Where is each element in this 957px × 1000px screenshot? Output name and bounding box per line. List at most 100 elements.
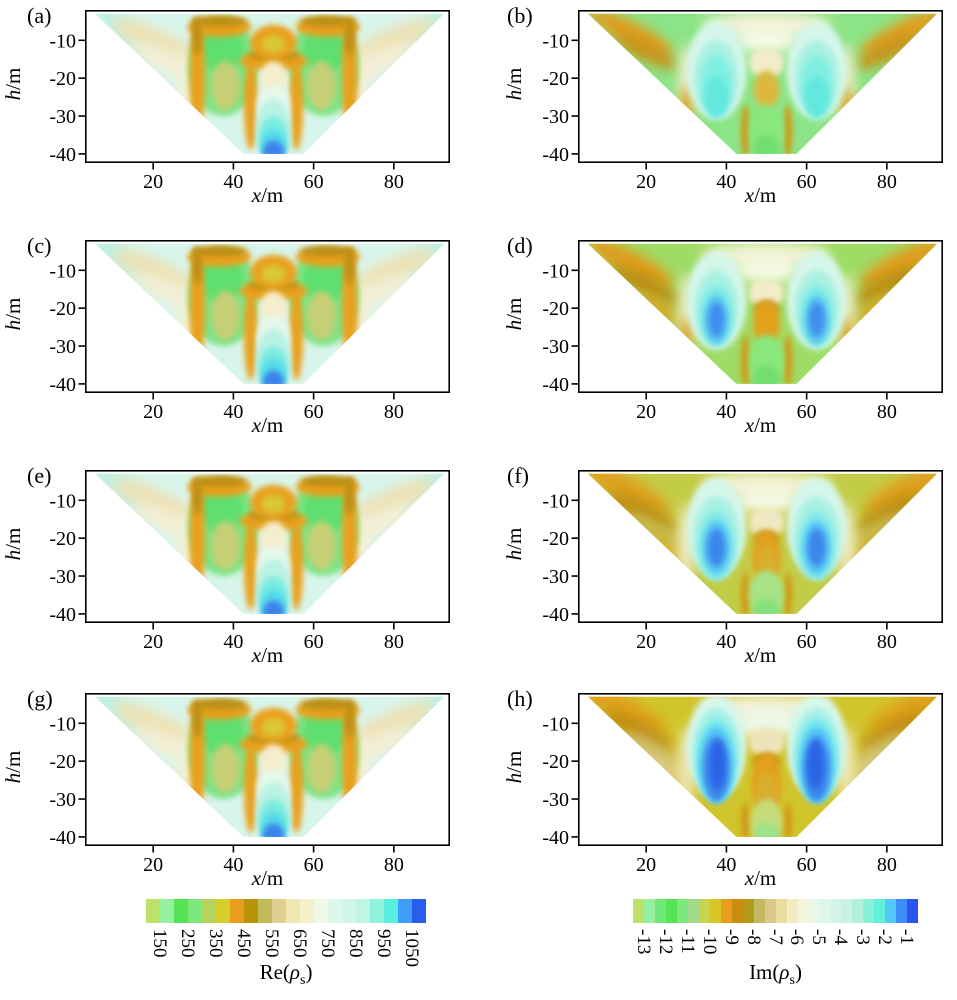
y-tick-label: -10 — [542, 260, 569, 282]
x-axis-variable: x — [744, 866, 755, 890]
colorbar-tick-label: 150 — [149, 929, 170, 958]
y-axis-label: h/m — [502, 527, 526, 561]
y-tick-label: -20 — [542, 68, 569, 90]
colorbar-segment — [300, 899, 314, 923]
colorbar-tick-label: -6 — [786, 929, 808, 945]
x-tick-label: 80 — [877, 631, 897, 653]
x-axis-variable: x — [744, 413, 755, 437]
colorbar-segment — [885, 899, 897, 923]
y-axis-label: h/m — [1, 67, 25, 101]
contour-plot-h: 20 40 60 80 -10 -20 -30 -40 — [542, 693, 943, 876]
x-tick-label: 40 — [716, 631, 736, 653]
colorbar-tick-label: -9 — [720, 929, 742, 945]
contour-plot-b: 20 40 60 80 -10 -20 -30 -40 — [542, 10, 943, 193]
colorbar-im-swatches — [633, 899, 919, 923]
y-tick-label: -10 — [49, 260, 76, 282]
colorbar-segment — [830, 899, 842, 923]
y-axis-variable: h — [1, 319, 25, 331]
panel-letter-h: (h) — [507, 686, 533, 711]
colorbar-re: Re(ρs) 150 250 350 450 550 650 750 850 950 1050 — [146, 899, 426, 1000]
colorbar-segment — [328, 899, 342, 923]
colorbar-segment — [188, 899, 202, 923]
contour-plot-e: 20 40 60 80 -10 -20 -30 -40 — [49, 470, 450, 653]
x-tick-label: 60 — [304, 401, 324, 423]
colorbar-segment — [258, 899, 272, 923]
colorbar-segment — [698, 899, 710, 923]
colorbar-segment — [160, 899, 174, 923]
x-tick-label: 20 — [143, 631, 163, 653]
colorbar-segment — [342, 899, 356, 923]
panel-c: (c) h/m x/m 20 40 60 80 -10 -20 -30 -40 — [0, 230, 464, 456]
panel-d: (d) h/m x/m 20 40 60 80 -10 -20 -30 -40 — [493, 230, 957, 456]
colorbar-segment — [841, 899, 853, 923]
x-axis-variable: x — [744, 183, 755, 207]
y-tick-label: -40 — [49, 827, 76, 849]
colorbar-segment — [314, 899, 328, 923]
colorbar-tick-label: -13 — [633, 929, 654, 955]
y-tick-label: -10 — [542, 713, 569, 735]
colorbar-segment — [216, 899, 230, 923]
colorbar-segment — [764, 899, 776, 923]
panel-letter-a: (a) — [27, 3, 52, 28]
y-tick-label: -10 — [542, 490, 569, 512]
y-axis-variable: h — [1, 549, 25, 561]
y-tick-label: -20 — [49, 68, 76, 90]
contour-plot-c: 20 40 60 80 -10 -20 -30 -40 — [49, 240, 450, 423]
colorbar-tick-label: 1050 — [401, 929, 422, 967]
panel-e: (e) h/m x/m 20 40 60 80 -10 -20 -30 -40 — [0, 460, 464, 686]
colorbar-tick-label: -8 — [742, 929, 764, 945]
y-tick-label: -30 — [49, 789, 76, 811]
y-axis-variable: h — [1, 89, 25, 101]
panel-letter-b: (b) — [507, 3, 533, 28]
colorbar-tick-label: 950 — [373, 929, 394, 958]
colorbar-segment — [202, 899, 216, 923]
x-tick-label: 60 — [304, 854, 324, 876]
colorbar-segment — [852, 899, 864, 923]
x-axis-label: x/m — [251, 413, 284, 437]
y-tick-label: -20 — [542, 751, 569, 773]
x-tick-label: 20 — [143, 171, 163, 193]
x-tick-label: 20 — [636, 854, 656, 876]
colorbar-tick-label: 350 — [205, 929, 226, 958]
rho-subscript: s — [299, 973, 306, 989]
colorbar-segment — [819, 899, 831, 923]
y-tick-label: -20 — [49, 751, 76, 773]
rho-symbol: ρ — [289, 960, 300, 984]
colorbar-im-title: Im(ρs) — [633, 960, 918, 989]
y-tick-label: -30 — [49, 336, 76, 358]
colorbar-segment — [874, 899, 886, 923]
y-tick-label: -30 — [49, 106, 76, 128]
panel-letter-e: (e) — [27, 463, 52, 488]
x-axis-label: x/m — [744, 866, 777, 890]
x-tick-label: 80 — [384, 401, 404, 423]
contour-plot-g: 20 40 60 80 -10 -20 -30 -40 — [49, 693, 450, 876]
y-axis-label: h/m — [502, 67, 526, 101]
y-axis-variable: h — [502, 549, 526, 561]
x-tick-label: 60 — [797, 631, 817, 653]
colorbar-segment — [808, 899, 820, 923]
y-axis-label: h/m — [1, 750, 25, 784]
contour-plot-d: 20 40 60 80 -10 -20 -30 -40 — [542, 240, 943, 423]
x-tick-label: 40 — [223, 631, 243, 653]
x-axis-variable: x — [251, 866, 262, 890]
y-tick-label: -40 — [542, 374, 569, 396]
x-tick-label: 80 — [877, 401, 897, 423]
panel-a: (a) h/m x/m 20 40 60 80 -10 -20 -30 -40 — [0, 0, 464, 226]
colorbar-tick-label: 850 — [345, 929, 366, 958]
x-tick-label: 80 — [877, 171, 897, 193]
x-tick-label: 60 — [797, 171, 817, 193]
colorbar-segment — [896, 899, 908, 923]
colorbar-tick-label: -1 — [896, 929, 917, 945]
x-tick-label: 40 — [716, 401, 736, 423]
panel-letter-f: (f) — [507, 463, 529, 488]
colorbar-segment — [753, 899, 765, 923]
colorbar-segment — [863, 899, 875, 923]
colorbar-tick-label: 550 — [261, 929, 282, 958]
colorbar-im-title-suffix: ) — [794, 960, 802, 984]
x-tick-label: 20 — [636, 171, 656, 193]
colorbar-tick-label: -10 — [698, 929, 720, 955]
y-tick-label: -30 — [542, 336, 569, 358]
colorbar-segment — [907, 899, 919, 923]
colorbar-segment — [370, 899, 384, 923]
